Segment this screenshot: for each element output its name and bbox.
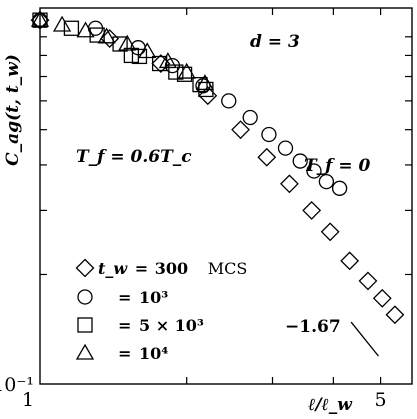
point-diamond xyxy=(340,251,360,271)
point-circle xyxy=(331,180,348,196)
legend-entry-4: = 10⁴ xyxy=(118,344,168,363)
y-axis-label: C_ag(t, t_w) xyxy=(3,54,23,166)
legend-value-2: 10³ xyxy=(139,288,168,307)
point-triangle xyxy=(177,62,196,79)
series-diamond xyxy=(30,10,405,325)
slope-annotation: −1.67 xyxy=(285,317,341,337)
point-square xyxy=(63,20,80,36)
point-diamond xyxy=(372,288,392,308)
legend: t_w = 300 MCS = 10³ = 5 × 10³ = 10⁴ xyxy=(75,258,247,363)
legend-symbol-square xyxy=(77,317,93,333)
legend-symbol-circle xyxy=(77,289,93,305)
point-triangle xyxy=(76,21,95,38)
tf-zero-annotation: T_f = 0 xyxy=(304,156,371,176)
legend-entry-3: = 5 × 10³ xyxy=(118,316,204,335)
point-triangle xyxy=(52,15,72,32)
point-circle xyxy=(292,153,308,169)
legend-symbols xyxy=(75,258,95,360)
legend-eq-2: = xyxy=(118,288,131,307)
point-triangle xyxy=(118,34,137,51)
legend-entry-2: = 10³ xyxy=(118,288,168,307)
legend-eq-3: = xyxy=(118,316,131,335)
legend-eq-1: = xyxy=(135,259,148,278)
legend-value-1: 300 xyxy=(155,259,188,278)
legend-value-3: 5 × 10³ xyxy=(139,316,204,335)
legend-entry-1: t_w = 300 MCS xyxy=(98,259,247,278)
data-series xyxy=(30,10,405,325)
point-circle xyxy=(221,93,237,109)
point-square xyxy=(192,76,208,93)
series-square xyxy=(32,12,214,98)
point-diamond xyxy=(257,147,277,167)
point-square xyxy=(123,47,140,64)
axis-ticks xyxy=(40,8,412,384)
point-diamond xyxy=(358,271,378,291)
point-triangle xyxy=(158,52,178,69)
y-tick-label-0.1: 10⁻¹ xyxy=(0,374,34,396)
legend-symbol-diamond xyxy=(75,258,95,278)
point-triangle xyxy=(97,27,116,44)
point-triangle xyxy=(30,10,50,27)
point-circle xyxy=(242,109,258,126)
point-triangle xyxy=(195,74,215,91)
plot-frame xyxy=(39,7,413,385)
x-axis-label: ℓ/ℓ_w xyxy=(308,395,353,415)
point-circle xyxy=(318,173,335,190)
point-square xyxy=(151,55,168,72)
legend-unit-1: MCS xyxy=(208,259,248,278)
point-circle xyxy=(277,140,294,156)
point-diamond xyxy=(302,200,322,220)
point-triangle xyxy=(138,42,157,59)
tf-finite-annotation: T_f = 0.6T_c xyxy=(76,147,192,167)
point-square xyxy=(131,48,148,65)
point-circle xyxy=(306,163,322,179)
x-tick-label-5: 5 xyxy=(375,389,387,411)
point-circle xyxy=(261,126,277,143)
slope-reference-line xyxy=(350,321,379,357)
legend-tw-symbol: t_w xyxy=(98,259,128,278)
x-tick-label-1: 1 xyxy=(22,389,34,411)
point-diamond xyxy=(30,10,50,30)
point-square xyxy=(112,36,128,52)
point-square xyxy=(89,27,105,43)
point-diamond xyxy=(280,174,299,194)
point-diamond xyxy=(385,305,405,325)
point-diamond xyxy=(231,120,250,140)
legend-value-4: 10⁴ xyxy=(139,344,168,363)
legend-eq-4: = xyxy=(118,344,131,363)
dimension-annotation: d = 3 xyxy=(250,32,300,52)
point-diamond xyxy=(320,222,340,242)
legend-symbol-triangle xyxy=(75,343,95,360)
series-triangle xyxy=(30,10,215,91)
